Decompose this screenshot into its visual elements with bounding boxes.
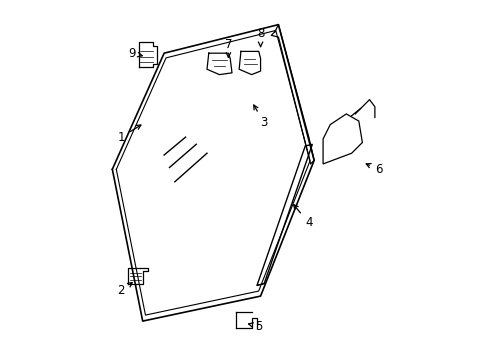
Text: 8: 8 <box>256 27 264 46</box>
Text: 3: 3 <box>253 105 267 129</box>
Text: 4: 4 <box>293 204 312 229</box>
Text: 5: 5 <box>248 320 262 333</box>
Text: 9: 9 <box>128 47 142 60</box>
Text: 6: 6 <box>366 163 382 176</box>
Text: 1: 1 <box>117 125 141 144</box>
Text: 7: 7 <box>224 38 232 57</box>
Text: 2: 2 <box>117 283 132 297</box>
